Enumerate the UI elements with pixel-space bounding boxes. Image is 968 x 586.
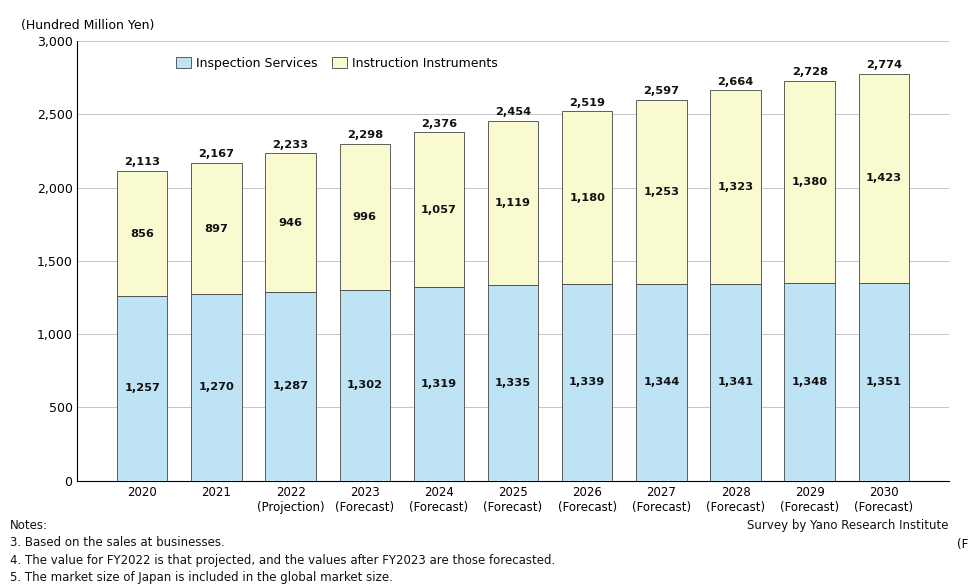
- Text: 1,339: 1,339: [569, 377, 605, 387]
- Text: 2,167: 2,167: [198, 149, 234, 159]
- Text: (Hundred Million Yen): (Hundred Million Yen): [20, 19, 154, 32]
- Text: 2,113: 2,113: [124, 157, 161, 168]
- Text: 2,728: 2,728: [792, 67, 828, 77]
- Text: 2,233: 2,233: [273, 139, 309, 150]
- Text: 856: 856: [131, 229, 154, 239]
- Bar: [562, 284, 613, 481]
- Bar: [265, 154, 316, 292]
- Bar: [340, 289, 390, 481]
- Text: 2,664: 2,664: [717, 77, 754, 87]
- Text: 996: 996: [352, 212, 377, 222]
- Bar: [413, 132, 464, 287]
- Text: 2,597: 2,597: [644, 86, 680, 96]
- Bar: [192, 294, 242, 481]
- Bar: [192, 163, 242, 294]
- Bar: [711, 284, 761, 481]
- Text: 1,253: 1,253: [644, 187, 680, 197]
- Bar: [859, 74, 909, 282]
- Text: 1,351: 1,351: [865, 377, 902, 387]
- Text: 1,323: 1,323: [717, 182, 753, 192]
- Text: 2,454: 2,454: [495, 107, 531, 117]
- Bar: [636, 284, 686, 481]
- Text: 1,380: 1,380: [792, 177, 828, 187]
- Text: 1,341: 1,341: [717, 377, 753, 387]
- Text: 1,302: 1,302: [347, 380, 382, 390]
- Text: 4. The value for FY2022 is that projected, and the values after FY2023 are those: 4. The value for FY2022 is that projecte…: [10, 554, 555, 567]
- Text: 2,519: 2,519: [569, 98, 605, 108]
- Bar: [488, 285, 538, 481]
- Bar: [117, 171, 167, 297]
- Text: 2,298: 2,298: [347, 130, 382, 140]
- Text: Notes:: Notes:: [10, 519, 47, 532]
- Text: 2,774: 2,774: [865, 60, 902, 70]
- Bar: [784, 81, 834, 283]
- Text: 1,270: 1,270: [198, 383, 234, 393]
- Text: 1,319: 1,319: [421, 379, 457, 389]
- Bar: [488, 121, 538, 285]
- Text: Survey by Yano Research Institute: Survey by Yano Research Institute: [747, 519, 949, 532]
- Text: 1,335: 1,335: [495, 378, 531, 388]
- Text: 3. Based on the sales at businesses.: 3. Based on the sales at businesses.: [10, 536, 225, 549]
- Text: 897: 897: [204, 224, 228, 234]
- Text: 1,348: 1,348: [792, 377, 828, 387]
- Text: 1,423: 1,423: [865, 173, 902, 183]
- Bar: [413, 287, 464, 481]
- Text: 1,180: 1,180: [569, 193, 605, 203]
- Bar: [711, 90, 761, 284]
- Text: 1,287: 1,287: [273, 381, 309, 391]
- Bar: [784, 283, 834, 481]
- Text: 1,119: 1,119: [495, 198, 531, 208]
- Text: 2,376: 2,376: [421, 119, 457, 129]
- Text: 5. The market size of Japan is included in the global market size.: 5. The market size of Japan is included …: [10, 571, 393, 584]
- Text: 946: 946: [279, 217, 303, 228]
- Legend: Inspection Services, Instruction Instruments: Inspection Services, Instruction Instrum…: [170, 52, 503, 74]
- Bar: [562, 111, 613, 284]
- Bar: [859, 282, 909, 481]
- Bar: [340, 144, 390, 289]
- Bar: [265, 292, 316, 481]
- Text: (FY): (FY): [957, 538, 968, 551]
- Text: 1,257: 1,257: [124, 383, 160, 393]
- Bar: [117, 297, 167, 481]
- Text: 1,344: 1,344: [643, 377, 680, 387]
- Bar: [636, 100, 686, 284]
- Text: 1,057: 1,057: [421, 205, 457, 215]
